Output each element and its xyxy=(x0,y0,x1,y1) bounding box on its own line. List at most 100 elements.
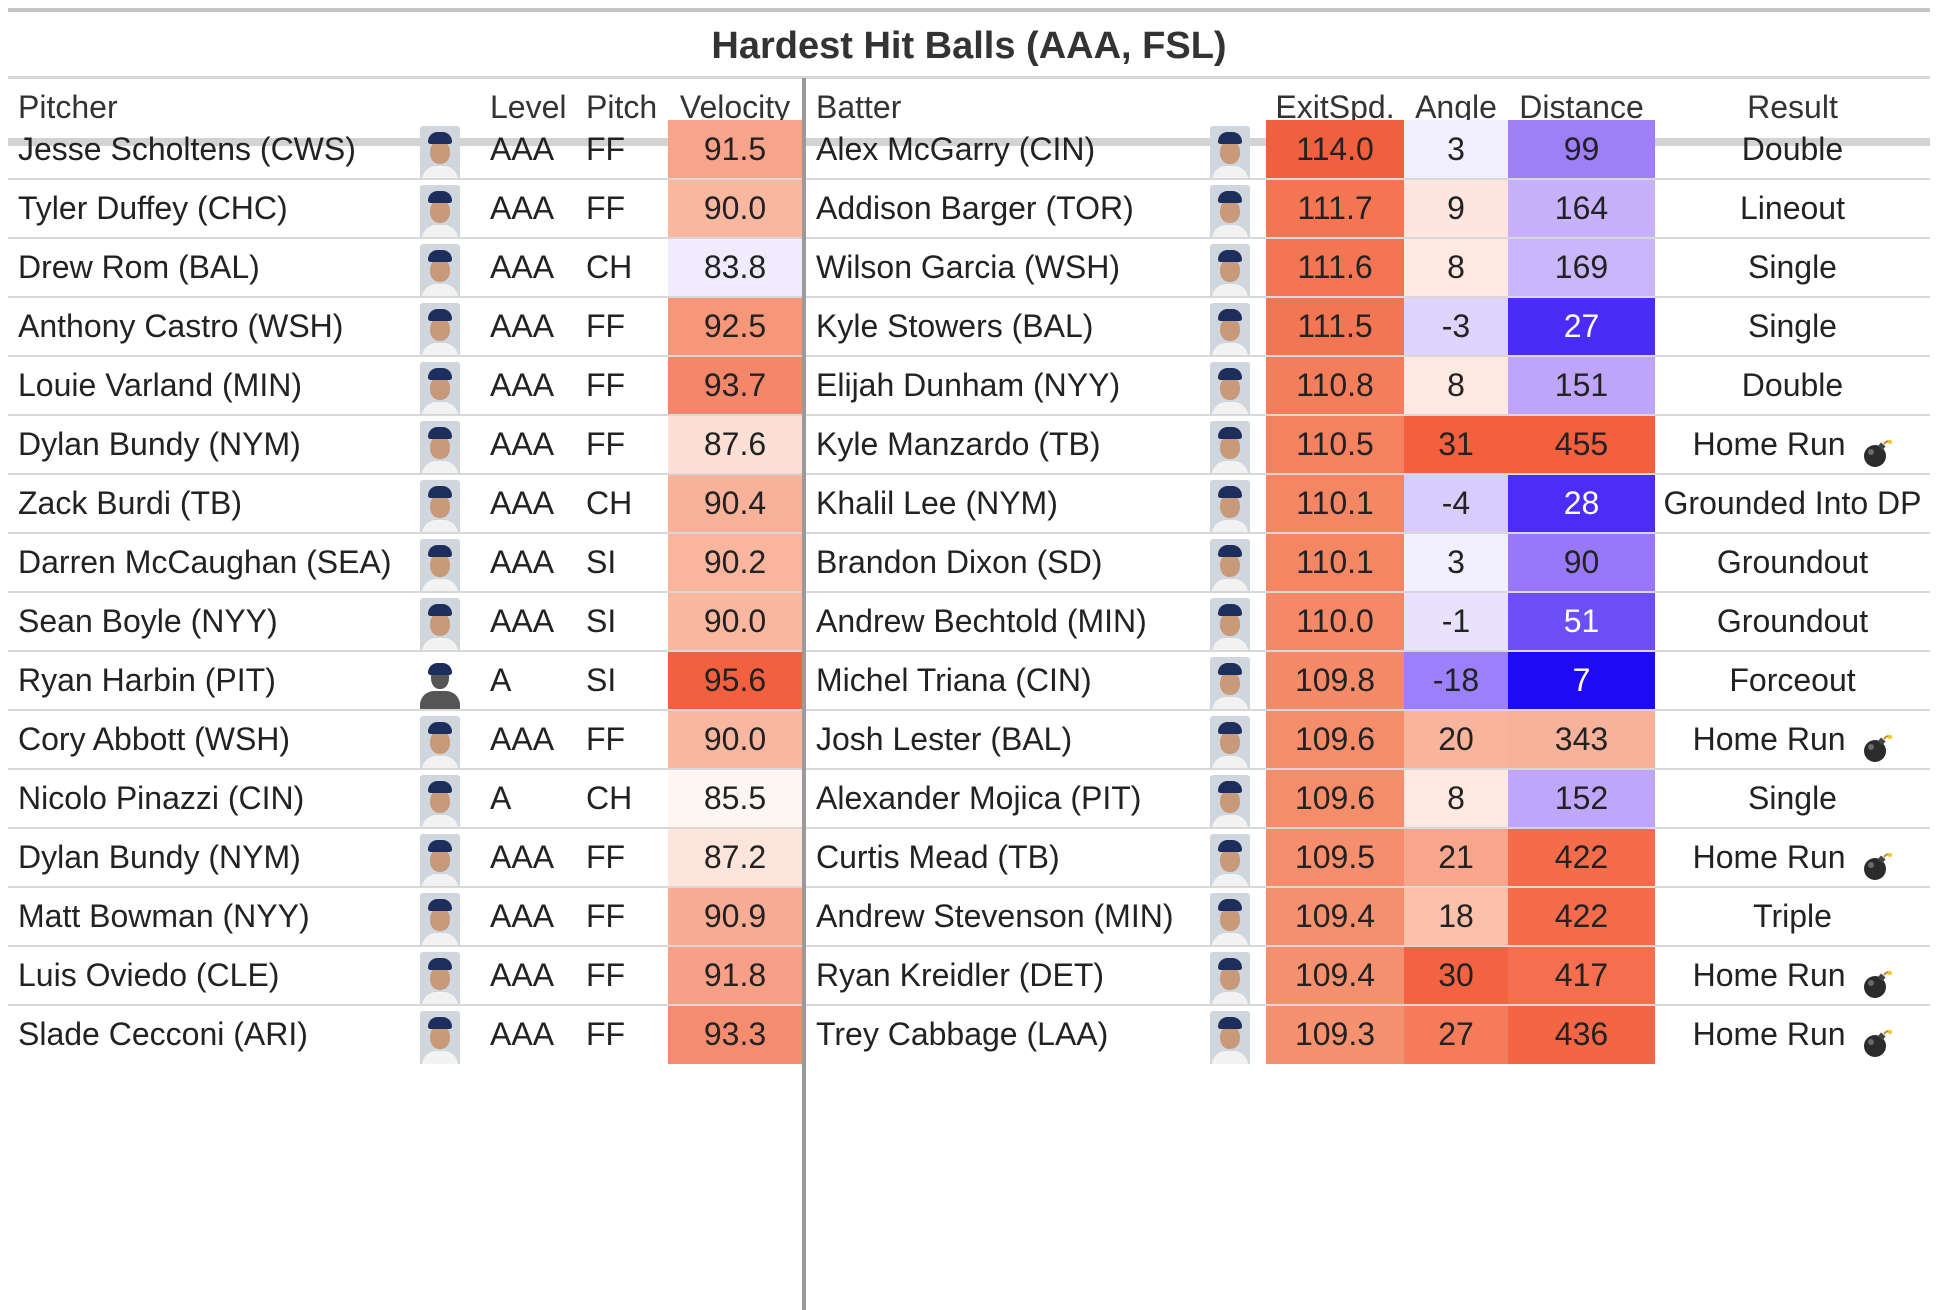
header-rule-top xyxy=(8,76,1930,79)
exit-speed: 109.4 xyxy=(1266,887,1404,946)
batter-headshot xyxy=(1194,179,1266,238)
batter-name: Andrew Stevenson (MIN) xyxy=(816,898,1174,934)
batter-headshot xyxy=(1194,828,1266,887)
pitcher-headshot xyxy=(400,533,480,592)
batter-headshot xyxy=(1194,533,1266,592)
distance: 343 xyxy=(1508,710,1655,769)
row-divider xyxy=(8,473,1930,475)
pitcher-headshot xyxy=(400,1005,480,1064)
result-label: Single xyxy=(1748,780,1837,816)
row-divider xyxy=(8,1004,1930,1006)
velocity: 90.0 xyxy=(668,179,802,238)
header-pitch[interactable]: Pitch xyxy=(586,89,658,125)
player-photo-icon xyxy=(420,362,460,415)
launch-angle: 30 xyxy=(1404,946,1508,1005)
batter-name: Wilson Garcia (WSH) xyxy=(816,249,1121,285)
header-level[interactable]: Level xyxy=(490,89,567,125)
row-divider xyxy=(8,709,1930,711)
launch-angle: 21 xyxy=(1404,828,1508,887)
distance: 169 xyxy=(1508,238,1655,297)
pitch-type: SI xyxy=(586,603,617,639)
player-photo-icon xyxy=(1210,657,1250,710)
exit-speed: 110.8 xyxy=(1266,356,1404,415)
header-distance[interactable]: Distance xyxy=(1519,89,1644,125)
level: A xyxy=(490,780,512,816)
header-exitspd[interactable]: ExitSpd. xyxy=(1275,89,1395,125)
player-photo-icon xyxy=(1210,598,1250,651)
batter-headshot xyxy=(1194,356,1266,415)
row-divider xyxy=(8,827,1930,829)
pitcher-name: Anthony Castro (WSH) xyxy=(18,308,344,344)
launch-angle: 8 xyxy=(1404,356,1508,415)
bomb-icon xyxy=(1862,1019,1893,1057)
player-photo-icon xyxy=(420,775,460,828)
level: AAA xyxy=(490,957,555,993)
batter-name: Curtis Mead (TB) xyxy=(816,839,1060,875)
result-label: Home Run xyxy=(1692,957,1846,993)
velocity: 92.5 xyxy=(668,297,802,356)
level: AAA xyxy=(490,898,555,934)
pitcher-name: Ryan Harbin (PIT) xyxy=(18,662,276,698)
player-photo-icon xyxy=(1210,421,1250,474)
level: AAA xyxy=(490,131,555,167)
result: Single xyxy=(1655,769,1930,828)
result-label: Groundout xyxy=(1716,603,1869,639)
result: Single xyxy=(1655,238,1930,297)
pitcher-name: Dylan Bundy (NYM) xyxy=(18,426,301,462)
result-label: Double xyxy=(1741,367,1844,403)
player-photo-icon xyxy=(420,244,460,297)
header-angle[interactable]: Angle xyxy=(1415,89,1497,125)
pitch-type: CH xyxy=(586,485,633,521)
batter-headshot xyxy=(1194,120,1266,179)
top-rule xyxy=(8,8,1930,12)
player-photo-icon xyxy=(1210,244,1250,297)
velocity: 93.7 xyxy=(668,356,802,415)
batter-headshot xyxy=(1194,710,1266,769)
launch-angle: 8 xyxy=(1404,769,1508,828)
header-rule-bottom xyxy=(8,138,1930,146)
exit-speed: 109.6 xyxy=(1266,769,1404,828)
row-divider xyxy=(8,178,1930,180)
result: Grounded Into DP xyxy=(1655,474,1930,533)
bomb-icon xyxy=(1862,960,1893,998)
distance: 164 xyxy=(1508,179,1655,238)
distance: 417 xyxy=(1508,946,1655,1005)
pitcher-headshot xyxy=(400,946,480,1005)
velocity: 83.8 xyxy=(668,238,802,297)
batter-name: Addison Barger (TOR) xyxy=(816,190,1134,226)
pitcher-name: Dylan Bundy (NYM) xyxy=(18,839,301,875)
launch-angle: -3 xyxy=(1404,297,1508,356)
exit-speed: 109.3 xyxy=(1266,1005,1404,1064)
row-divider xyxy=(8,237,1930,239)
header-result[interactable]: Result xyxy=(1747,89,1838,125)
header-batter[interactable]: Batter xyxy=(816,89,902,125)
player-photo-icon xyxy=(420,716,460,769)
level: A xyxy=(490,662,512,698)
result-label: Triple xyxy=(1753,898,1832,934)
player-photo-icon xyxy=(420,480,460,533)
result: Single xyxy=(1655,297,1930,356)
result: Lineout xyxy=(1655,179,1930,238)
launch-angle: 3 xyxy=(1404,120,1508,179)
batter-headshot xyxy=(1194,946,1266,1005)
exit-speed: 114.0 xyxy=(1266,120,1404,179)
launch-angle: -4 xyxy=(1404,474,1508,533)
pitcher-headshot xyxy=(400,474,480,533)
distance: 28 xyxy=(1508,474,1655,533)
player-photo-icon xyxy=(420,1011,460,1064)
velocity: 87.2 xyxy=(668,828,802,887)
exit-speed: 109.4 xyxy=(1266,946,1404,1005)
result: Home Run xyxy=(1655,1005,1930,1064)
header-pitcher[interactable]: Pitcher xyxy=(18,89,118,125)
result: Home Run xyxy=(1655,415,1930,474)
player-photo-icon xyxy=(1210,834,1250,887)
header-velocity[interactable]: Velocity xyxy=(679,89,791,125)
exit-speed: 111.7 xyxy=(1266,179,1404,238)
pitcher-name: Luis Oviedo (CLE) xyxy=(18,957,280,993)
player-photo-icon xyxy=(1210,952,1250,1005)
launch-angle: 18 xyxy=(1404,887,1508,946)
player-photo-icon xyxy=(420,893,460,946)
batter-headshot xyxy=(1194,474,1266,533)
result: Home Run xyxy=(1655,828,1930,887)
player-photo-icon xyxy=(1210,185,1250,238)
